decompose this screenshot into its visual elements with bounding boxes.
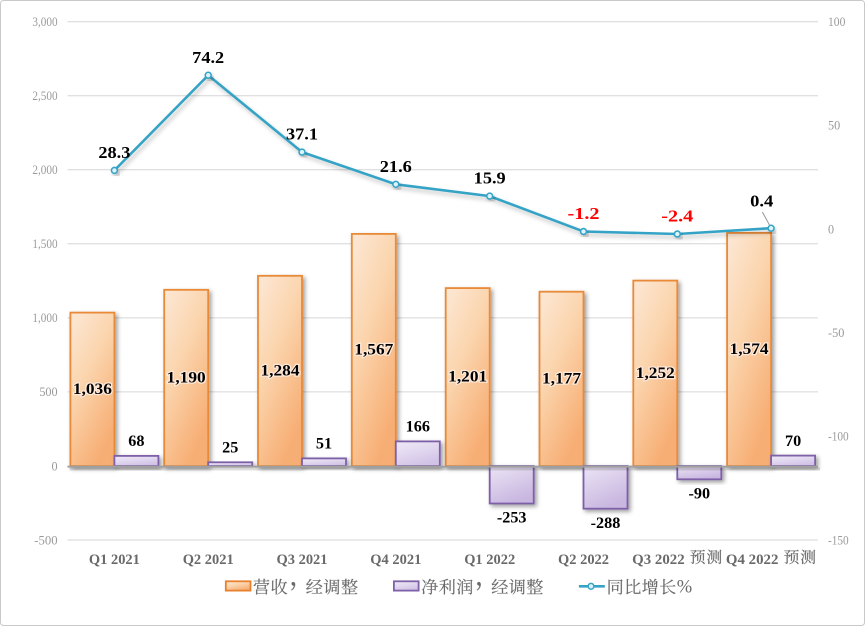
svg-text:-253: -253	[497, 509, 527, 527]
svg-text:Q2 2022: Q2 2022	[558, 552, 609, 568]
svg-text:500: 500	[39, 385, 57, 399]
svg-text:Q2 2021: Q2 2021	[183, 552, 234, 568]
svg-text:1,177: 1,177	[542, 369, 581, 387]
svg-text:1,036: 1,036	[73, 380, 112, 398]
svg-text:-500: -500	[34, 533, 57, 547]
svg-text:-90: -90	[689, 485, 711, 503]
svg-text:50: 50	[828, 119, 840, 133]
svg-text:1,201: 1,201	[448, 368, 487, 386]
svg-text:Q4 2022: Q4 2022	[726, 552, 779, 568]
svg-text:2,500: 2,500	[32, 89, 57, 103]
svg-text:Q3 2022: Q3 2022	[632, 552, 685, 568]
svg-text:-100: -100	[828, 430, 849, 444]
svg-text:-1.2: -1.2	[568, 204, 600, 223]
svg-text:1,252: 1,252	[636, 364, 675, 382]
svg-text:70: 70	[785, 432, 801, 450]
svg-text:-50: -50	[828, 326, 844, 340]
svg-text:2,000: 2,000	[32, 163, 57, 177]
svg-text:0: 0	[828, 222, 834, 236]
svg-text:0.4: 0.4	[750, 192, 774, 211]
svg-text:1,574: 1,574	[730, 340, 769, 358]
svg-text:1,000: 1,000	[32, 311, 57, 325]
svg-text:37.1: 37.1	[286, 125, 318, 144]
svg-text:21.6: 21.6	[380, 157, 412, 176]
svg-text:Q3 2021: Q3 2021	[277, 552, 328, 568]
svg-text:15.9: 15.9	[474, 169, 506, 188]
svg-text:0: 0	[52, 459, 58, 473]
svg-text:166: 166	[406, 418, 430, 436]
svg-text:1,500: 1,500	[32, 237, 57, 251]
svg-text:1,284: 1,284	[261, 362, 300, 380]
svg-text:28.3: 28.3	[98, 143, 130, 162]
svg-text:Q4 2021: Q4 2021	[370, 552, 421, 568]
svg-text:68: 68	[128, 432, 144, 450]
svg-text:Q1 2021: Q1 2021	[89, 552, 140, 568]
svg-text:1,567: 1,567	[354, 341, 393, 359]
svg-text:Q1 2022: Q1 2022	[464, 552, 515, 568]
svg-text:25: 25	[222, 439, 238, 457]
svg-text:-288: -288	[591, 514, 621, 532]
svg-text:-150: -150	[828, 533, 849, 547]
svg-text:74.2: 74.2	[192, 48, 224, 67]
svg-text:1,190: 1,190	[167, 369, 206, 387]
svg-text:%: %	[677, 578, 692, 598]
svg-text:100: 100	[828, 15, 845, 29]
svg-text:51: 51	[316, 435, 332, 453]
svg-text:3,000: 3,000	[32, 15, 57, 29]
svg-text:-2.4: -2.4	[661, 207, 693, 226]
